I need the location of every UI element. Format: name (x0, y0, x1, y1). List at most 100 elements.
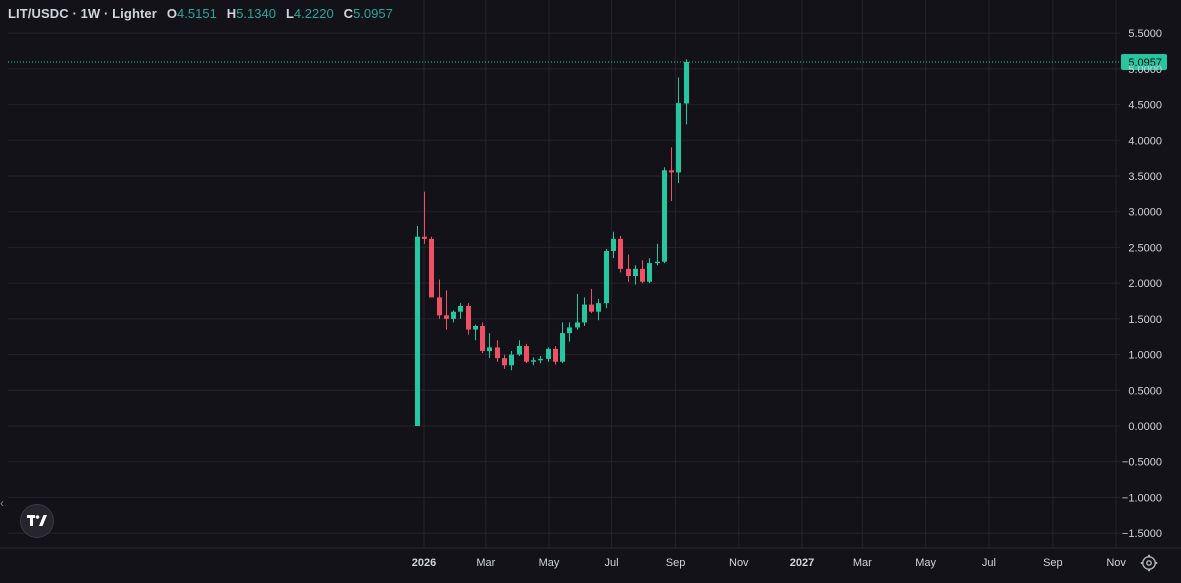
candle-up (509, 351, 514, 371)
candle-body (451, 311, 456, 319)
candle-down (626, 254, 631, 282)
y-tick-label: 2.0000 (1128, 278, 1162, 290)
candle-body (596, 303, 601, 312)
candle-down (524, 343, 529, 364)
candle-down (618, 236, 623, 273)
tradingview-logo-glyph (27, 515, 47, 526)
y-axis: 5.5000 5.0000 4.5000 4.0000 3.5000 3.0000 2.50… (1122, 28, 1162, 540)
candle-up (517, 340, 522, 356)
candle-body (575, 322, 580, 328)
candle-body (458, 306, 463, 312)
candle-up (575, 293, 580, 330)
candle-up (451, 310, 456, 323)
candle-body (546, 348, 551, 359)
low-value: 4.2220 (293, 6, 334, 21)
candle-body (538, 358, 543, 361)
candle-up (567, 322, 572, 342)
candle-body (429, 238, 434, 298)
candle-down (553, 346, 558, 365)
candle-body (422, 236, 427, 239)
candle-body (531, 360, 536, 362)
gear-icon[interactable] (1140, 554, 1158, 572)
candle-body (509, 354, 514, 366)
ohlc-legend: LIT/USDC · 1W · Lighter O 4.5151 H 5.134… (8, 6, 393, 21)
x-axis: 2026 Mar May Jul Sep Nov 2027 Mar May Jul Sep Nov (412, 557, 1127, 569)
y-tick-label: 5.0000 (1128, 64, 1162, 76)
candle-body (604, 251, 609, 304)
candle-up (582, 297, 587, 326)
candle-up (473, 324, 478, 341)
y-tick-label: 0.5000 (1128, 385, 1162, 397)
candle-body (553, 348, 558, 362)
y-tick-label: 3.5000 (1128, 171, 1162, 183)
candle-body (444, 315, 449, 319)
y-tick-label: 5.5000 (1128, 28, 1162, 40)
close-label: C (343, 6, 354, 21)
candle-body (626, 268, 631, 276)
x-tick-label: Nov (729, 557, 749, 569)
candle-body (618, 238, 623, 269)
last-price-line: 5.0957 (8, 54, 1167, 71)
candle-up (487, 333, 492, 359)
high-value: 5.1340 (236, 6, 276, 21)
candle-body (633, 268, 638, 276)
candle-body (655, 261, 660, 264)
candle-up (546, 347, 551, 362)
x-tick-label: May (539, 557, 560, 569)
y-tick-label: 4.5000 (1128, 100, 1162, 112)
candle-down (589, 288, 594, 314)
chevron-left-icon[interactable]: ‹ (0, 496, 4, 510)
candles (415, 59, 689, 426)
candle-up (415, 226, 420, 426)
last-price-label: 5.0957 (1128, 57, 1162, 69)
high-label: H (226, 6, 237, 21)
candle-body (676, 103, 681, 173)
candle-up (684, 59, 689, 125)
candle-up (662, 167, 667, 264)
candle-body (473, 326, 478, 330)
y-tick-label: 0.0000 (1128, 421, 1162, 433)
x-tick-label: 2026 (412, 557, 436, 569)
candle-up (647, 258, 652, 284)
candle-body (560, 333, 565, 362)
candle-up (655, 243, 660, 266)
candle-down (502, 354, 507, 369)
y-tick-label: −0.5000 (1122, 457, 1162, 469)
candle-up (538, 356, 543, 364)
candle-body (502, 358, 507, 366)
candle-down (495, 340, 500, 362)
candle-up (596, 298, 601, 321)
candle-down (444, 290, 449, 330)
gear-glyph (1140, 554, 1158, 572)
candle-body (640, 268, 645, 282)
y-tick-label: 1.0000 (1128, 350, 1162, 362)
candle-body (466, 306, 471, 330)
candle-body (487, 347, 492, 351)
open-label: O (166, 6, 178, 21)
candle-body (662, 170, 667, 262)
candle-down (422, 191, 427, 244)
x-tick-label: Jul (605, 557, 619, 569)
x-tick-label: Sep (1043, 557, 1063, 569)
candle-up (604, 248, 609, 309)
candle-body (495, 347, 500, 359)
candle-down (429, 236, 434, 298)
last-price-badge (1121, 54, 1167, 71)
candle-up (531, 357, 536, 366)
x-tick-label: Mar (476, 557, 495, 569)
grid-lines (0, 0, 1181, 549)
symbol-title[interactable]: LIT/USDC · 1W · Lighter (8, 6, 157, 21)
candle-down (480, 322, 485, 354)
close-value: 5.0957 (353, 6, 393, 21)
candle-body (582, 304, 587, 323)
candle-up (676, 77, 681, 184)
tradingview-logo-icon[interactable] (20, 504, 54, 538)
candle-down (640, 260, 645, 284)
candle-up (560, 322, 565, 364)
candle-up (611, 231, 616, 259)
x-tick-label: May (915, 557, 936, 569)
y-tick-label: −1.0000 (1122, 492, 1162, 504)
candle-body (437, 297, 442, 316)
